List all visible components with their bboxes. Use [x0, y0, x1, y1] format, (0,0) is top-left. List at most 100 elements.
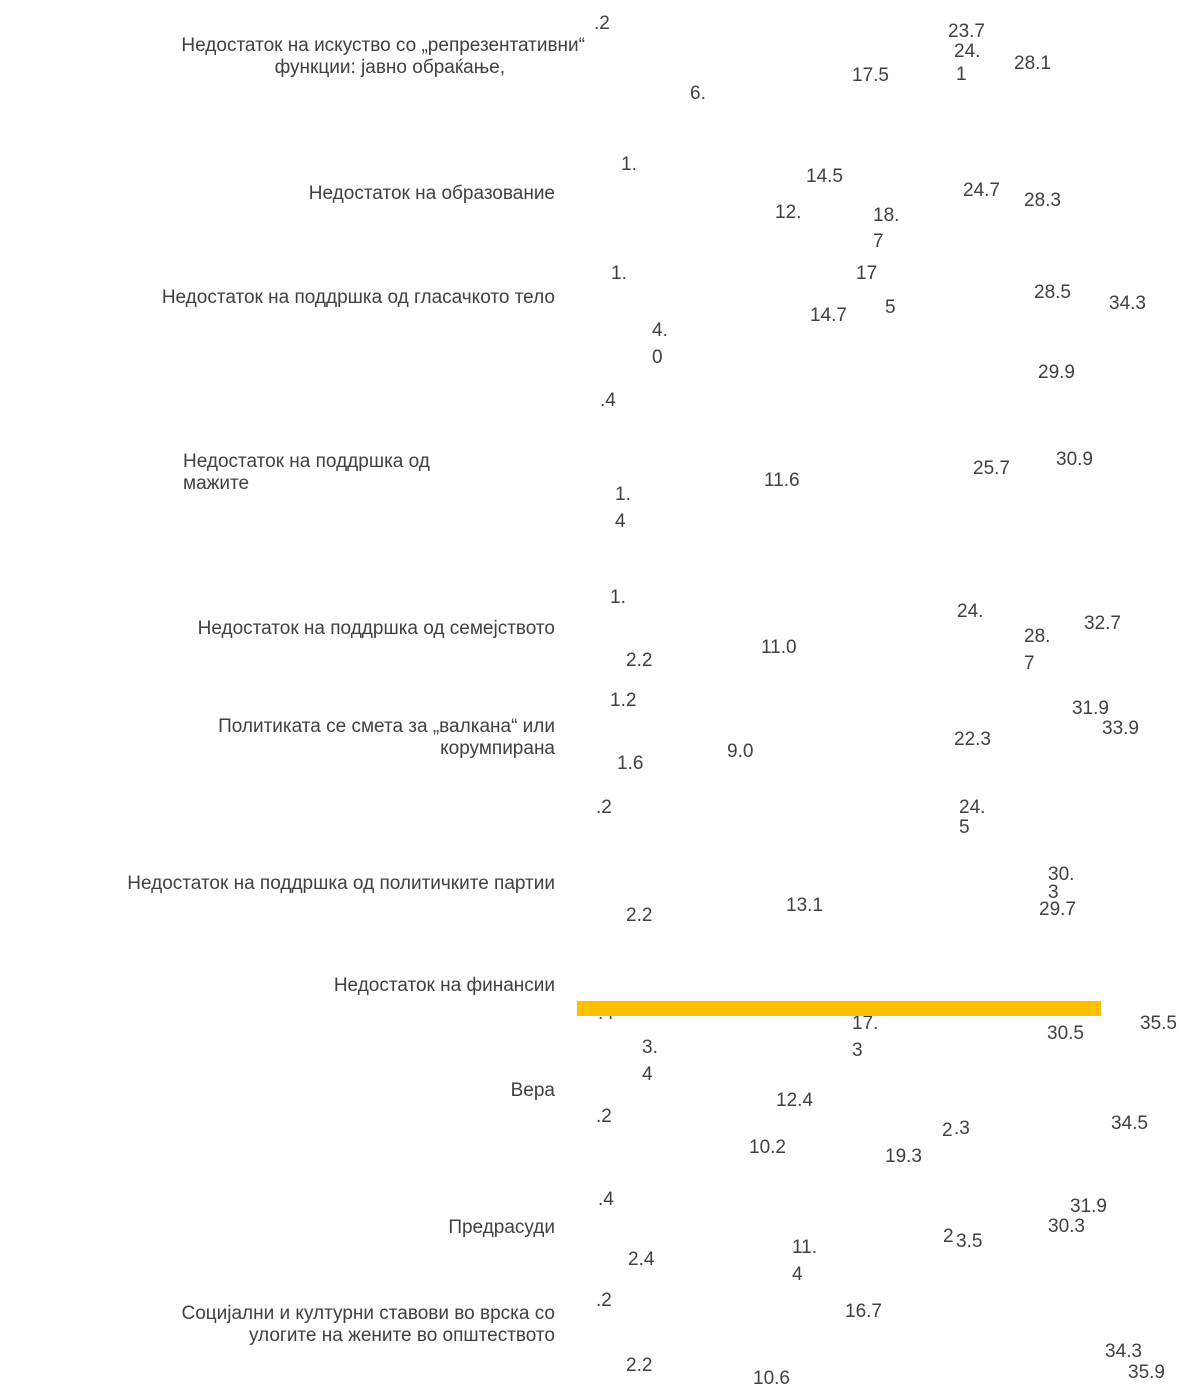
data-label: 7 — [873, 231, 884, 252]
data-label: 28.1 — [1014, 53, 1051, 74]
data-label: 4 — [642, 1064, 653, 1085]
data-label: 11.0 — [761, 637, 797, 658]
data-label: 17.5 — [852, 65, 889, 86]
data-label: 1. — [610, 587, 626, 608]
category-label-line: мажите — [183, 473, 250, 494]
data-label: 11. — [792, 1237, 818, 1258]
data-label: .2 — [596, 1106, 612, 1127]
category-label-line: Недостаток на финансии — [333, 975, 555, 996]
category-label-3: Недостаток на поддршка од гласачкото тел… — [0, 287, 555, 309]
category-label-8: Недостаток на финансии — [0, 975, 555, 997]
data-label: 22.3 — [954, 729, 991, 750]
data-label: 12. — [775, 202, 802, 223]
data-label: 25.7 — [973, 458, 1010, 479]
data-label: 0 — [652, 347, 663, 368]
data-label: .4 — [598, 1189, 614, 1210]
data-label: 35.5 — [1140, 1013, 1177, 1034]
data-label: 3 — [1048, 882, 1059, 903]
data-label: 30.3 — [1048, 1216, 1085, 1237]
data-label: 18. — [873, 205, 900, 226]
data-label: 28.3 — [1024, 190, 1061, 211]
data-label: 13.1 — [786, 895, 823, 916]
data-label: 2 — [943, 1226, 954, 1247]
data-label: 31.9 — [1072, 698, 1109, 719]
data-label: 24.7 — [963, 180, 1000, 201]
data-label: 12.4 — [776, 1090, 813, 1111]
data-label: 17. — [852, 1013, 879, 1034]
data-label: 14.5 — [806, 166, 843, 187]
category-label-4: Недостаток на поддршка од мажите — [183, 451, 563, 495]
data-label: 17 — [856, 263, 878, 284]
category-label-7: Недостаток на поддршка од политичките па… — [0, 873, 555, 895]
category-label-line: Недостаток на поддршка од политичките па… — [127, 873, 555, 894]
data-label: 34.3 — [1109, 293, 1146, 314]
data-label: 3.5 — [956, 1231, 983, 1252]
data-label: 30. — [1048, 864, 1075, 885]
category-label-line: Недостаток на поддршка од семејството — [197, 618, 555, 639]
data-label: 28.5 — [1034, 282, 1071, 303]
data-label: 34.5 — [1111, 1113, 1148, 1134]
highlight-bar — [577, 1001, 1101, 1016]
category-label-line: функции: јавно обраќање, — [274, 57, 505, 78]
data-label: 2.4 — [628, 1249, 655, 1270]
data-label: 4. — [652, 320, 668, 341]
data-label: 2.2 — [626, 905, 653, 926]
data-label: .3 — [954, 1118, 970, 1139]
category-label-1: Недостаток на искуство со „репрезентатив… — [5, 35, 585, 79]
data-label: 1. — [615, 484, 631, 505]
data-label: 1 — [956, 64, 967, 85]
data-label: 33.9 — [1102, 718, 1139, 739]
data-label: 34.3 — [1105, 1341, 1142, 1362]
data-label: 10.2 — [749, 1137, 786, 1158]
data-label: 2.2 — [626, 1355, 653, 1376]
data-label: 3 — [852, 1040, 863, 1061]
data-label: 32.7 — [1084, 613, 1121, 634]
data-label: 24. — [959, 797, 986, 818]
category-label-6: Политиката се смета за „валкана“ или кору… — [0, 716, 555, 760]
data-label: 30.5 — [1047, 1023, 1084, 1044]
data-label: 28. — [1024, 626, 1051, 647]
data-label: .4 — [600, 390, 616, 411]
data-label: 19.3 — [885, 1146, 922, 1167]
data-label: 16.7 — [845, 1301, 882, 1322]
data-label: 35.9 — [1128, 1362, 1165, 1383]
data-label: 1.2 — [610, 690, 637, 711]
data-label: 11.6 — [764, 470, 800, 491]
category-label-line: Недостаток на образование — [308, 183, 555, 204]
category-label-line: Социјални и културни ставови во врска со — [181, 1303, 555, 1324]
category-label-9: Вера — [0, 1080, 555, 1102]
data-label: 1. — [611, 263, 627, 284]
data-label: 4 — [792, 1264, 803, 1285]
category-label-line: Предрасуди — [448, 1217, 555, 1238]
data-label: 2 — [942, 1120, 953, 1141]
category-label-2: Недостаток на образование — [0, 183, 555, 205]
category-label-line: Политиката се смета за „валкана“ или — [218, 716, 555, 737]
data-label: 10.6 — [753, 1368, 790, 1389]
category-label-line: Недостаток на поддршка од гласачкото тел… — [161, 287, 555, 308]
data-label: 5 — [959, 817, 970, 838]
data-label: 24. — [957, 601, 984, 622]
data-label: 4 — [615, 511, 626, 532]
category-label-line: Недостаток на поддршка од — [183, 451, 430, 472]
data-label: 24. — [954, 41, 981, 62]
category-label-line: Недостаток на искуство со „репрезентатив… — [181, 35, 585, 56]
data-label: 1.6 — [617, 753, 644, 774]
data-label: .2 — [596, 797, 612, 818]
category-label-line: корумпирана — [440, 738, 555, 759]
data-label: 3. — [642, 1037, 658, 1058]
data-label: 14.7 — [810, 305, 847, 326]
data-label: 7 — [1024, 653, 1035, 674]
data-label: 1. — [621, 154, 637, 175]
category-label-line: улогите на жените во општеството — [248, 1325, 555, 1346]
data-label: 29.7 — [1039, 899, 1076, 920]
category-label-line: Вера — [510, 1080, 555, 1101]
data-label: .2 — [594, 13, 610, 34]
data-label: 30.9 — [1056, 449, 1093, 470]
data-label: 31.9 — [1070, 1196, 1107, 1217]
data-label: 6. — [690, 83, 706, 104]
data-label: 2.2 — [626, 650, 653, 671]
category-label-11: Социјални и културни ставови во врска со… — [0, 1303, 555, 1347]
data-label: 9.0 — [727, 741, 754, 762]
category-label-10: Предрасуди — [0, 1217, 555, 1239]
